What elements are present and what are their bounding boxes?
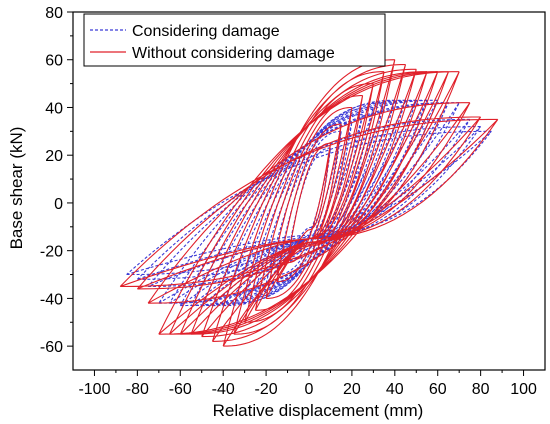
x-tick-label: 100 (510, 381, 537, 398)
hysteresis-curves (119, 59, 499, 347)
y-axis-title: Base shear (kN) (7, 127, 26, 250)
x-tick-label: -100 (78, 381, 110, 398)
legend-label-1: Without considering damage (132, 45, 335, 62)
x-tick-label: 80 (472, 381, 490, 398)
x-tick-label: 0 (305, 381, 314, 398)
y-tick-label: -60 (40, 339, 63, 356)
y-tick-label: 40 (45, 100, 63, 117)
y-tick-label: 60 (45, 53, 63, 70)
x-tick-label: -20 (255, 381, 278, 398)
y-tick-label: 80 (45, 5, 63, 22)
x-tick-label: 20 (343, 381, 361, 398)
legend: Considering damage Without considering da… (83, 13, 386, 67)
x-tick-label: -40 (212, 381, 235, 398)
series-line-1 (119, 59, 499, 347)
legend-box (83, 13, 386, 67)
y-tick-label: 20 (45, 148, 63, 165)
y-tick-label: -40 (40, 291, 63, 308)
legend-label-0: Considering damage (132, 23, 280, 40)
y-tick-label: 0 (54, 196, 63, 213)
y-tick-label: -20 (40, 244, 63, 261)
x-tick-label: 60 (429, 381, 447, 398)
x-axis-title: Relative displacement (mm) (213, 401, 424, 420)
x-tick-label: -80 (126, 381, 149, 398)
axis-ticks: -100 -80 -60 -40 -20 0 20 40 60 80 100 -60 -40 -20 0 20… (40, 5, 537, 398)
x-tick-label: -60 (169, 381, 192, 398)
x-tick-label: 40 (386, 381, 404, 398)
